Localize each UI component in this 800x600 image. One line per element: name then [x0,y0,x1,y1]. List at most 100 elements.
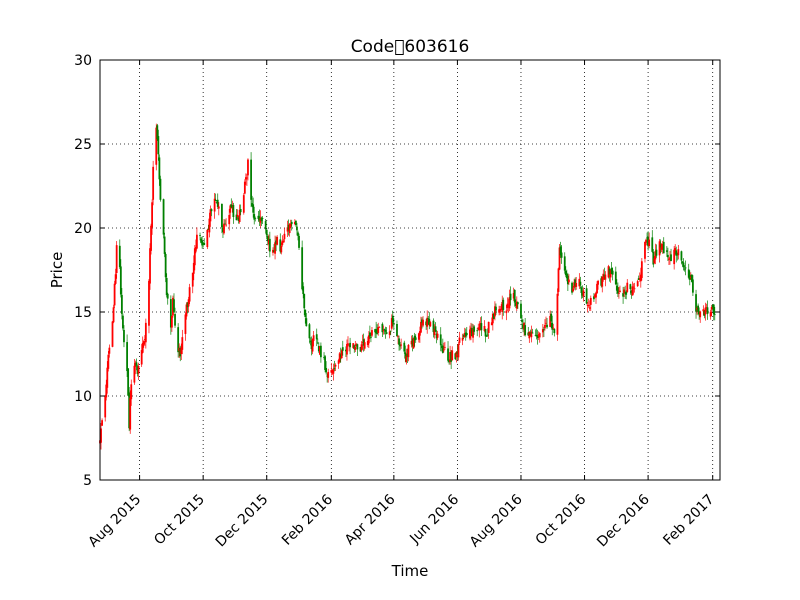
candle-body [566,275,569,285]
candle-body [286,227,289,232]
candle-body [639,274,642,282]
candle-body [144,322,147,343]
candle-body [173,299,175,312]
candle-body [429,322,432,327]
candle-body [512,292,515,299]
candle-body [165,277,168,296]
candle-body [522,324,524,329]
candle-body [367,335,370,344]
candle-body [239,209,242,213]
candle-body [221,203,223,228]
candle-body [213,198,216,212]
candle-body [201,240,204,246]
candle-body [260,217,263,221]
candle-body [637,278,640,280]
candle-body [506,303,509,308]
candle-body [242,195,245,213]
candle-body [537,334,540,337]
candle-body [251,203,254,207]
candle-body [159,178,162,200]
candle-body [644,241,646,259]
chart-title: Code 603616 [351,37,470,57]
candle-body [499,308,502,312]
candle-body [368,332,371,337]
candle-body [451,350,454,361]
candle-body [133,365,136,383]
candle-body [698,311,701,315]
candle-body [582,290,585,297]
candle-body [458,337,461,343]
candle-body [618,293,620,294]
candle-body [354,346,357,350]
candle-body [595,292,597,298]
candle-body [422,319,424,326]
candle-body [265,229,268,236]
candle-body [348,344,350,346]
candle-body [552,327,555,329]
candle-body [162,199,165,235]
candle-body [484,328,487,337]
candle-body [565,273,568,279]
candle-body [603,274,606,277]
candle-body [521,319,523,322]
candle-body [509,293,512,301]
y-tick-label: 10 [74,389,92,405]
candle-body [337,360,340,364]
candle-body [370,337,372,339]
candle-body [163,236,166,254]
candle-body [381,323,384,333]
candle-body [177,327,180,353]
x-tick-label: Dec 2016 [594,491,653,550]
candle-body [244,177,247,180]
candle-body [432,320,435,333]
candle-body [629,284,632,290]
candle-body [385,332,388,334]
candle-body [607,266,610,278]
candle-body [487,321,490,333]
candle-body [405,355,408,362]
candle-body [152,166,155,200]
candle-body [355,344,358,347]
candle-body [389,330,392,332]
candle-body [108,347,111,354]
candle-body [457,344,460,358]
candle-body [276,236,279,245]
candle-body [181,337,184,350]
candle-body [148,280,150,326]
candle-body [267,239,270,245]
candle-body [575,283,578,287]
candle-body [151,202,154,228]
candle-body [485,336,488,337]
candle-body [469,329,471,339]
candle-body [283,233,286,240]
candle-body [396,324,398,337]
candle-body [130,384,133,400]
candle-body [297,232,299,236]
candle-body [122,315,124,329]
candle-body [274,242,276,254]
candle-body [564,270,567,276]
candle-body [338,353,341,363]
candle-body [675,250,678,256]
candle-body [604,274,607,280]
candle-body [238,209,241,222]
candle-body [363,342,366,349]
candle-body [713,314,716,316]
candle-body [208,218,211,233]
candle-body [690,274,693,282]
x-tick-label: Feb 2017 [660,492,717,549]
candle-body [126,342,128,372]
candle-body [264,221,267,230]
candle-body [571,282,573,293]
candle-body [333,368,336,370]
candle-body [483,326,486,331]
candle-body [113,283,116,306]
candle-body [339,354,342,357]
candle-body [137,366,140,374]
candle-body [440,345,443,349]
candle-body [513,289,516,303]
candle-body [293,222,296,224]
candle-body [546,324,548,328]
candle-body [711,304,714,308]
candle-body [330,370,333,373]
